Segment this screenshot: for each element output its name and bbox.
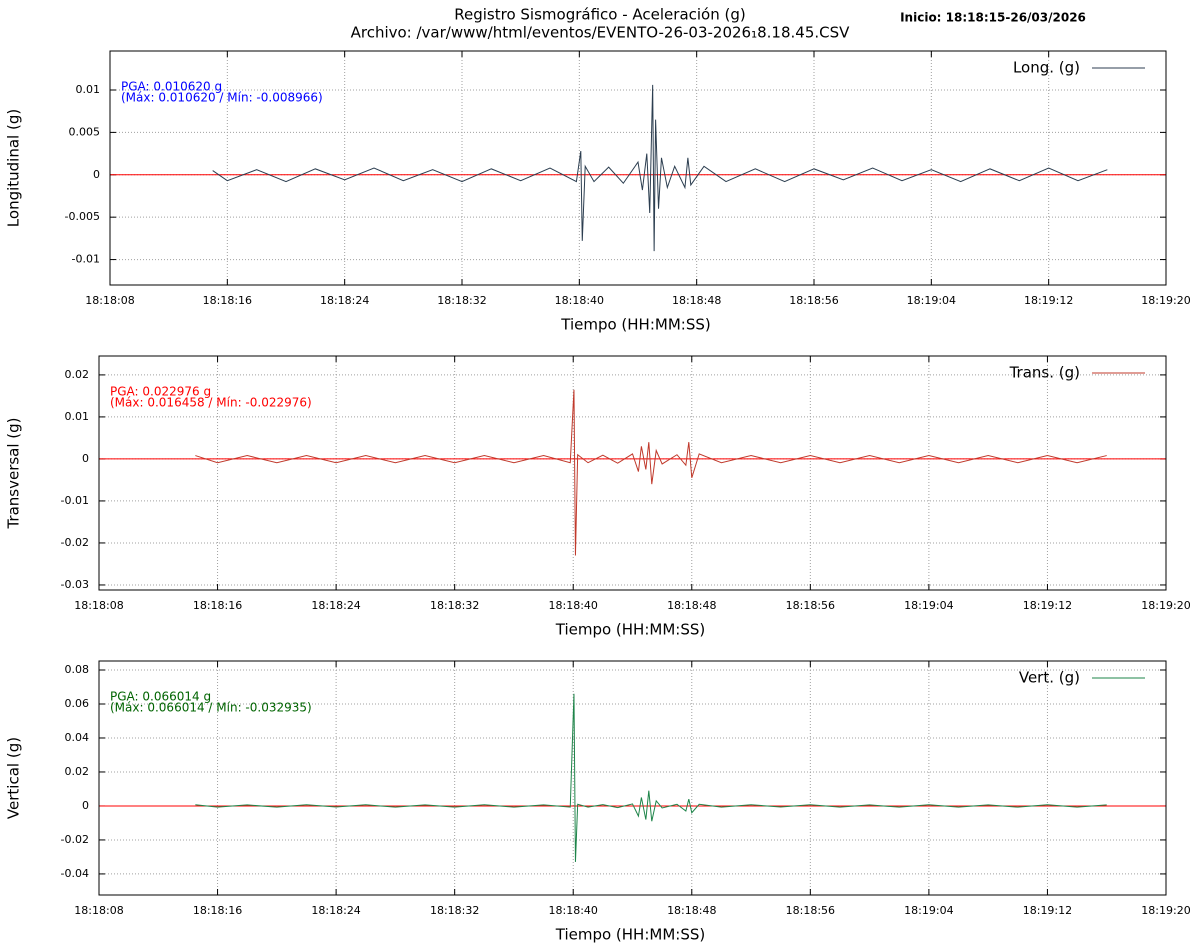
x-tick-label: 18:18:16: [193, 904, 242, 917]
x-tick-label: 18:19:04: [904, 599, 953, 612]
x-tick-label: 18:18:40: [549, 599, 598, 612]
y-axis-label: Vertical (g): [5, 737, 23, 819]
x-tick-label: 18:18:16: [193, 599, 242, 612]
plot-frame: [98, 660, 1167, 896]
plot-frame: [98, 355, 1167, 591]
y-tick-label: -0.005: [65, 210, 100, 223]
x-tick-label: 18:18:08: [74, 904, 123, 917]
x-axis-label: Tiempo (HH:MM:SS): [555, 621, 705, 639]
legend-label: Long. (g): [1013, 59, 1080, 77]
y-tick-label: -0.02: [61, 833, 89, 846]
x-tick-label: 18:19:12: [1024, 294, 1073, 307]
y-tick-label: -0.02: [61, 536, 89, 549]
x-axis-label: Tiempo (HH:MM:SS): [555, 926, 705, 944]
y-tick-label: 0: [93, 168, 100, 181]
y-tick-label: 0.01: [76, 83, 101, 96]
annotation: PGA: 0.010620 g: [121, 80, 222, 94]
annotation: (Máx: 0.066014 / Mín: -0.032935): [110, 701, 312, 715]
x-tick-label: 18:18:56: [786, 904, 835, 917]
y-tick-label: 0.005: [69, 125, 101, 138]
y-tick-label: 0: [82, 799, 89, 812]
y-tick-label: -0.01: [61, 494, 89, 507]
legend-label: Vert. (g): [1019, 669, 1080, 687]
data-line: [195, 389, 1107, 556]
x-tick-label: 18:19:04: [904, 904, 953, 917]
x-tick-label: 18:18:08: [74, 599, 123, 612]
y-tick-label: 0.04: [65, 731, 90, 744]
x-tick-label: 18:18:48: [667, 599, 716, 612]
x-tick-label: 18:18:40: [549, 904, 598, 917]
y-tick-label: 0.08: [65, 663, 90, 676]
y-tick-label: -0.03: [61, 578, 89, 591]
x-tick-label: 18:18:16: [203, 294, 252, 307]
x-tick-label: 18:18:24: [320, 294, 369, 307]
x-tick-label: 18:19:20: [1141, 294, 1190, 307]
y-axis-label: Transversal (g): [5, 417, 23, 529]
x-tick-label: 18:18:08: [85, 294, 134, 307]
x-axis-label: Tiempo (HH:MM:SS): [560, 316, 710, 334]
chart-title: Registro Sismográfico - Aceleración (g): [454, 6, 745, 24]
x-tick-label: 18:18:32: [437, 294, 486, 307]
annotation: (Máx: 0.010620 / Mín: -0.008966): [121, 91, 323, 105]
x-tick-label: 18:19:20: [1141, 904, 1190, 917]
annotation: (Máx: 0.016458 / Mín: -0.022976): [110, 396, 312, 410]
y-axis-label: Longitudinal (g): [5, 109, 23, 227]
y-tick-label: 0.02: [65, 765, 90, 778]
data-line: [212, 84, 1108, 252]
chart-subtitle: Archivo: /var/www/html/eventos/EVENTO-26…: [351, 24, 851, 42]
y-tick-label: 0.01: [65, 410, 90, 423]
x-tick-label: 18:18:56: [789, 294, 838, 307]
x-tick-label: 18:19:12: [1023, 904, 1072, 917]
plot-frame: [109, 50, 1167, 286]
start-time: Inicio: 18:18:15-26/03/2026: [900, 11, 1086, 25]
annotation: PGA: 0.066014 g: [110, 690, 211, 704]
y-tick-label: 0.02: [65, 368, 90, 381]
x-tick-label: 18:18:56: [786, 599, 835, 612]
x-tick-label: 18:18:32: [430, 904, 479, 917]
x-tick-label: 18:18:48: [672, 294, 721, 307]
y-tick-label: -0.04: [61, 867, 89, 880]
x-tick-label: 18:19:20: [1141, 599, 1190, 612]
x-tick-label: 18:18:24: [311, 904, 360, 917]
x-tick-label: 18:18:24: [311, 599, 360, 612]
annotation: PGA: 0.022976 g: [110, 385, 211, 399]
legend-label: Trans. (g): [1009, 364, 1080, 382]
x-tick-label: 18:18:32: [430, 599, 479, 612]
data-line: [195, 693, 1107, 862]
x-tick-label: 18:19:12: [1023, 599, 1072, 612]
x-tick-label: 18:19:04: [907, 294, 956, 307]
y-tick-label: -0.01: [72, 253, 100, 266]
x-tick-label: 18:18:40: [555, 294, 604, 307]
y-tick-label: 0.06: [65, 697, 90, 710]
y-tick-label: 0: [82, 452, 89, 465]
x-tick-label: 18:18:48: [667, 904, 716, 917]
